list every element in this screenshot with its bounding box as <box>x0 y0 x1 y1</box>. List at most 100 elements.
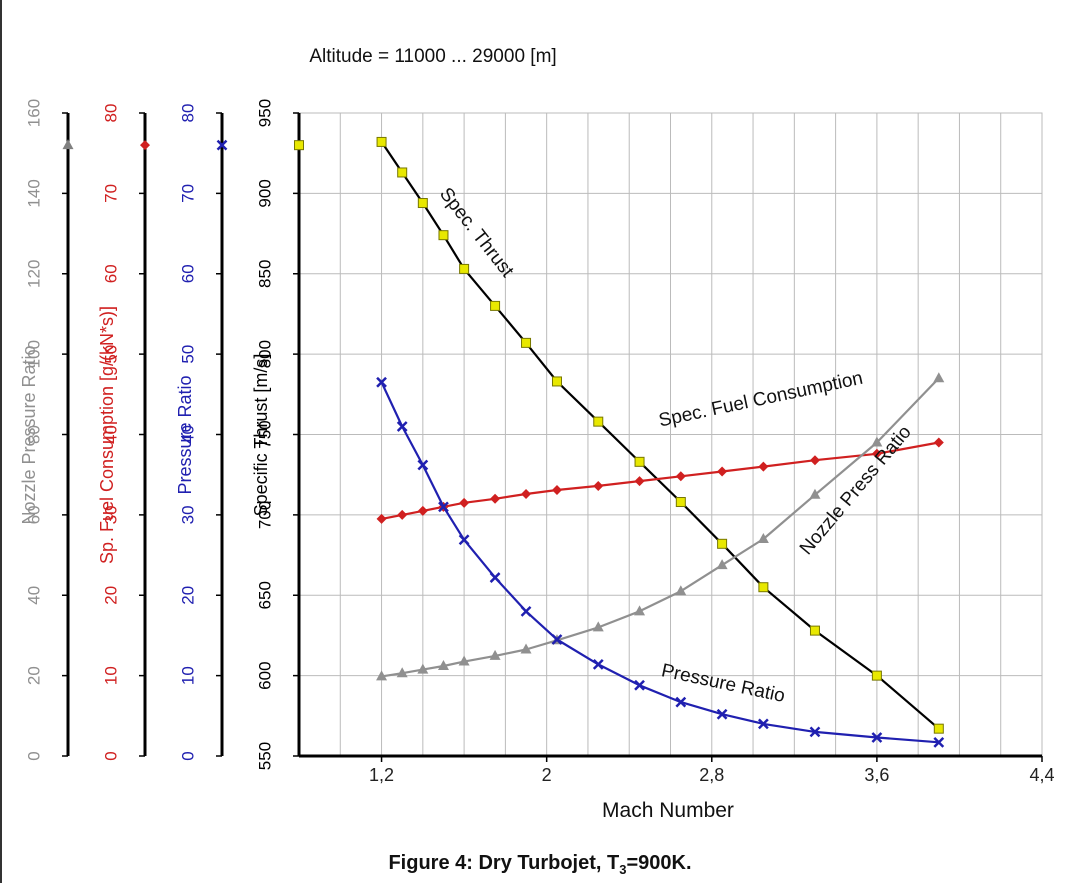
series-pressure-ratio <box>376 376 945 748</box>
data-point <box>437 659 449 670</box>
x-axis-label: Mach Number <box>602 799 734 822</box>
series-line <box>380 141 940 730</box>
data-point <box>675 497 686 508</box>
caption-tail: =900K. <box>626 852 692 874</box>
data-point <box>396 667 408 678</box>
data-point <box>933 723 944 734</box>
axis-top-marker <box>140 140 150 151</box>
y-tick-label-sfc: 50 <box>101 345 120 364</box>
y-tick-label-npr: 160 <box>24 99 43 127</box>
y-tick-label-pr: 40 <box>178 425 197 444</box>
data-point <box>593 416 604 427</box>
data-point <box>458 534 470 546</box>
y-tick-label-sfc: 60 <box>101 264 120 283</box>
y-tick-label-sfc: 70 <box>101 184 120 203</box>
data-point <box>490 300 501 311</box>
data-point <box>520 605 532 617</box>
series-line <box>380 381 939 744</box>
data-point <box>551 484 562 495</box>
series-annotation: Spec. Fuel Consumption <box>657 368 865 432</box>
data-point <box>396 421 408 432</box>
data-point <box>758 582 769 593</box>
data-point <box>757 718 769 730</box>
data-point <box>809 726 821 738</box>
data-point <box>809 625 820 636</box>
y-tick-label-sfc: 20 <box>101 586 120 605</box>
y-tick-label-pr: 0 <box>178 751 197 760</box>
x-tick-label: 2,8 <box>699 765 724 785</box>
y-tick-label-pr: 20 <box>178 586 197 605</box>
y-tick-label-thrust: 700 <box>255 501 274 529</box>
data-point <box>417 198 428 209</box>
y-tick-label-thrust: 800 <box>255 340 274 368</box>
data-point <box>592 621 604 632</box>
data-point <box>417 459 429 471</box>
data-point <box>871 670 882 681</box>
y-tick-label-npr: 80 <box>24 425 43 444</box>
y-tick-label-npr: 20 <box>24 666 43 685</box>
y-tick-label-thrust: 850 <box>255 260 274 288</box>
data-point <box>717 538 728 549</box>
data-point <box>716 559 728 570</box>
y-axis-title-npr: Nozzle Pressure Ratio <box>19 345 39 524</box>
y-tick-label-npr: 140 <box>24 179 43 207</box>
chart-subtitle: Altitude = 11000 ... 29000 [m] <box>309 46 556 67</box>
data-point <box>490 493 501 504</box>
y-tick-label-sfc: 0 <box>101 751 120 760</box>
data-point <box>634 456 645 467</box>
data-point <box>376 136 387 147</box>
data-point <box>417 505 428 516</box>
data-point <box>757 532 769 543</box>
data-point <box>809 455 820 466</box>
data-point <box>376 513 387 524</box>
data-point <box>520 643 532 654</box>
y-tick-label-pr: 80 <box>178 104 197 123</box>
data-point <box>489 649 501 660</box>
caption-text: Figure 4: Dry Turbojet, T <box>388 852 620 874</box>
line-chart: Altitude = 11000 ... 29000 [m] 1,2 2 2,8 3,… <box>19 46 1055 822</box>
y-tick-label-sfc: 80 <box>101 104 120 123</box>
y-tick-label-pr: 70 <box>178 184 197 203</box>
y-tick-label-pr: 60 <box>178 264 197 283</box>
y-tick-label-npr: 0 <box>24 751 43 760</box>
data-point <box>717 466 728 477</box>
y-tick-label-npr: 60 <box>24 505 43 524</box>
data-point <box>459 497 470 508</box>
data-point <box>933 372 945 383</box>
data-point <box>809 488 821 499</box>
data-point <box>438 501 449 513</box>
data-point <box>376 376 387 388</box>
data-point <box>438 230 449 241</box>
data-point <box>634 476 645 487</box>
data-point <box>551 634 563 645</box>
y-tick-label-sfc: 40 <box>101 425 120 444</box>
data-point <box>459 263 470 274</box>
axis-top-marker <box>294 140 304 151</box>
data-point <box>716 708 728 720</box>
y-tick-label-thrust: 650 <box>255 581 274 609</box>
y-axis-title-pr: Pressure Ratio <box>175 375 195 494</box>
series-line <box>381 441 939 520</box>
y-tick-label-sfc: 10 <box>101 666 120 685</box>
data-point <box>871 436 883 447</box>
x-tick-label: 1,2 <box>369 765 394 785</box>
series-line <box>381 377 940 678</box>
figure-caption: Figure 4: Dry Turbojet, T3=900K. <box>0 852 1080 877</box>
y-tick-label-sfc: 30 <box>101 505 120 524</box>
y-tick-label-npr: 40 <box>24 586 43 605</box>
y-tick-label-pr: 50 <box>178 345 197 364</box>
data-point <box>634 679 645 691</box>
series-spec-thrust <box>376 136 944 734</box>
data-point <box>376 670 388 681</box>
y-tick-label-thrust: 750 <box>255 420 274 448</box>
data-point <box>675 471 686 482</box>
data-point <box>675 696 687 708</box>
data-point <box>458 655 470 666</box>
y-tick-label-pr: 30 <box>178 505 197 524</box>
series-spec-fuel-consumption <box>376 437 944 524</box>
x-tick-label: 3,6 <box>864 765 889 785</box>
axis-top-marker <box>216 139 228 151</box>
data-point <box>417 663 429 674</box>
y-tick-label-thrust: 900 <box>255 179 274 207</box>
